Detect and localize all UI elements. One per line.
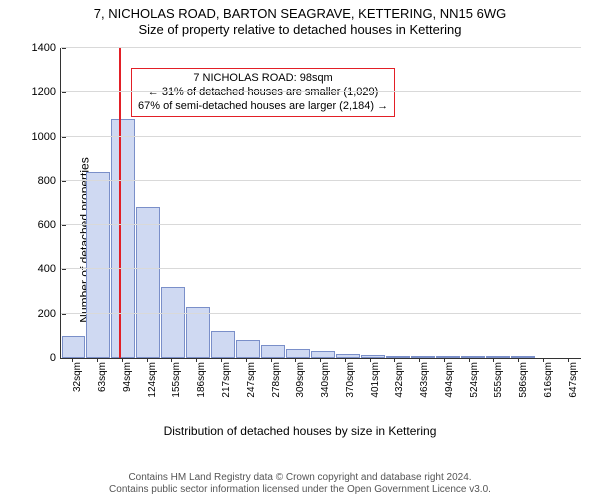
gridline (61, 180, 581, 181)
x-tick-label: 309sqm (295, 362, 306, 398)
histogram-bar (236, 340, 260, 358)
chart-title-block: 7, NICHOLAS ROAD, BARTON SEAGRAVE, KETTE… (0, 0, 600, 39)
x-tick-label: 247sqm (246, 362, 257, 398)
x-tick: 247sqm (233, 358, 258, 418)
x-tick: 340sqm (308, 358, 333, 418)
x-tick-label: 616sqm (543, 362, 554, 398)
x-tick: 586sqm (506, 358, 531, 418)
x-tick-label: 124sqm (147, 362, 158, 398)
y-tick-label: 1400 (32, 42, 61, 54)
y-tick-label: 1000 (32, 131, 61, 143)
x-tick: 155sqm (159, 358, 184, 418)
x-tick: 32sqm (60, 358, 85, 418)
gridline (61, 136, 581, 137)
histogram-bar (111, 119, 135, 358)
x-tick: 124sqm (134, 358, 159, 418)
gridline (61, 268, 581, 269)
x-tick-label: 340sqm (320, 362, 331, 398)
reference-line (119, 48, 121, 358)
y-tick-label: 400 (38, 263, 61, 275)
x-tick: 555sqm (481, 358, 506, 418)
x-tick: 524sqm (456, 358, 481, 418)
plot-area: 7 NICHOLAS ROAD: 98sqm ← 31% of detached… (60, 48, 581, 359)
footer-line-1: Contains HM Land Registry data © Crown c… (0, 472, 600, 484)
annotation-box: 7 NICHOLAS ROAD: 98sqm ← 31% of detached… (131, 68, 395, 117)
histogram-bar (136, 207, 160, 358)
x-tick: 186sqm (184, 358, 209, 418)
annotation-line-1: 7 NICHOLAS ROAD: 98sqm (138, 72, 388, 86)
x-tick: 432sqm (382, 358, 407, 418)
gridline (61, 91, 581, 92)
x-tick-label: 155sqm (171, 362, 182, 398)
x-tick: 494sqm (431, 358, 456, 418)
histogram-bar (211, 331, 235, 358)
x-tick-label: 217sqm (221, 362, 232, 398)
x-tick-label: 432sqm (394, 362, 405, 398)
gridline (61, 224, 581, 225)
x-tick-label: 555sqm (493, 362, 504, 398)
x-tick-label: 401sqm (370, 362, 381, 398)
x-tick: 463sqm (407, 358, 432, 418)
x-tick-label: 524sqm (469, 362, 480, 398)
x-tick: 278sqm (258, 358, 283, 418)
footer-line-2: Contains public sector information licen… (0, 484, 600, 496)
histogram-bar (311, 351, 335, 358)
histogram-bar (261, 345, 285, 358)
x-tick-label: 278sqm (271, 362, 282, 398)
chart-container: Number of detached properties 7 NICHOLAS… (0, 40, 600, 440)
x-axis-label: Distribution of detached houses by size … (0, 424, 600, 438)
histogram-bar (161, 287, 185, 358)
histogram-bar (62, 336, 86, 358)
x-tick-label: 32sqm (72, 362, 83, 392)
gridline (61, 47, 581, 48)
annotation-line-2: ← 31% of detached houses are smaller (1,… (138, 86, 388, 100)
x-tick: 401sqm (357, 358, 382, 418)
x-tick: 616sqm (531, 358, 556, 418)
x-tick-label: 463sqm (419, 362, 430, 398)
title-line-2: Size of property relative to detached ho… (0, 22, 600, 38)
footer-attribution: Contains HM Land Registry data © Crown c… (0, 472, 600, 496)
x-tick-label: 94sqm (122, 362, 133, 392)
x-tick-label: 186sqm (196, 362, 207, 398)
histogram-bar (286, 349, 310, 358)
title-line-1: 7, NICHOLAS ROAD, BARTON SEAGRAVE, KETTE… (0, 6, 600, 22)
x-tick: 647sqm (555, 358, 580, 418)
y-tick-label: 200 (38, 308, 61, 320)
x-tick-label: 647sqm (568, 362, 579, 398)
x-tick: 217sqm (209, 358, 234, 418)
x-ticks: 32sqm 63sqm 94sqm 124sqm 155sqm 186sqm 217sqm 2… (60, 358, 580, 418)
x-tick-label: 586sqm (518, 362, 529, 398)
y-tick-label: 800 (38, 175, 61, 187)
x-tick-label: 494sqm (444, 362, 455, 398)
histogram-bar (86, 172, 110, 358)
x-tick: 370sqm (332, 358, 357, 418)
x-tick-label: 63sqm (97, 362, 108, 392)
x-tick: 309sqm (283, 358, 308, 418)
annotation-line-3: 67% of semi-detached houses are larger (… (138, 100, 388, 114)
gridline (61, 313, 581, 314)
x-tick: 94sqm (110, 358, 135, 418)
y-tick-label: 1200 (32, 86, 61, 98)
x-tick: 63sqm (85, 358, 110, 418)
y-tick-label: 600 (38, 219, 61, 231)
x-tick-label: 370sqm (345, 362, 356, 398)
histogram-bar (186, 307, 210, 358)
